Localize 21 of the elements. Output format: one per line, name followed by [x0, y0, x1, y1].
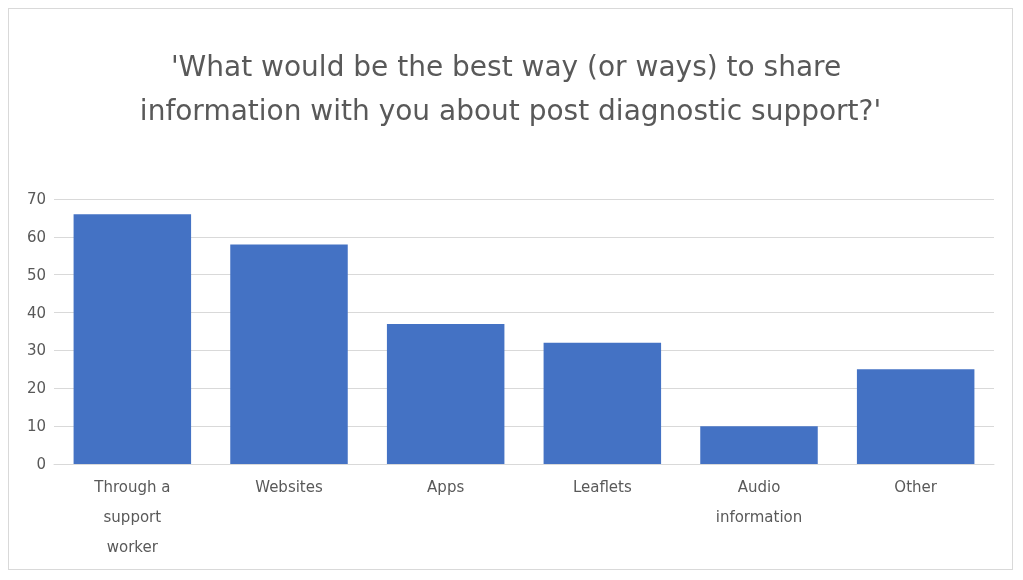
- bar: [856, 369, 975, 464]
- y-tick-label: 60: [26, 227, 46, 246]
- x-tick-label: Other: [894, 478, 938, 496]
- x-tick-label: Websites: [255, 478, 323, 496]
- x-tick-label: Apps: [427, 478, 465, 496]
- y-tick-label: 0: [36, 455, 46, 473]
- y-tick-label: 50: [26, 265, 46, 284]
- y-tick-label: 70: [26, 190, 46, 208]
- bar: [386, 323, 505, 464]
- x-tick-label: Through a support worker: [93, 478, 171, 556]
- y-tick-label: 10: [26, 417, 46, 436]
- bar: [230, 244, 348, 464]
- bar: [73, 214, 192, 464]
- bar: [700, 426, 818, 464]
- x-tick-label: Leaflets: [572, 478, 632, 496]
- y-tick-label: 20: [26, 379, 46, 398]
- chart-title: 'What would be the best way (or ways) to share information with you about post diagnostic support?': [139, 49, 882, 127]
- bar: [543, 342, 662, 464]
- y-tick-label: 30: [26, 341, 46, 360]
- x-tick-label: Audio information: [715, 478, 803, 526]
- y-tick-label: 40: [26, 303, 46, 322]
